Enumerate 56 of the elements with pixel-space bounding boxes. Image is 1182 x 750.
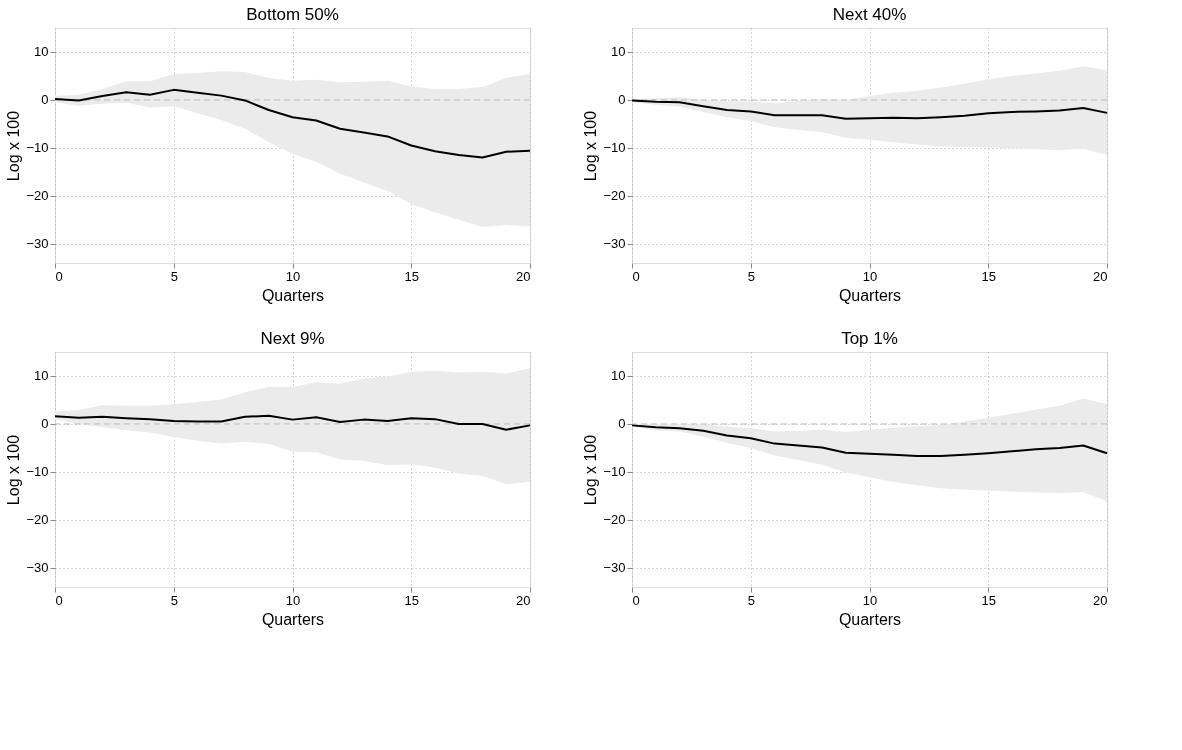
x-axis-title: Quarters [261,610,325,628]
y-tick-label: 10 [34,368,49,384]
y-tick-label: 0 [618,92,626,108]
x-tick-label: 0 [632,268,640,284]
y-axis-title: Log x 100 [582,434,600,506]
x-tick-label: 15 [981,268,996,284]
chart-title: Bottom 50% [246,5,339,24]
x-axis-title: Quarters [838,286,902,304]
y-tick-label: −20 [26,512,49,528]
line-series [54,414,531,431]
y-axis-title: Log x 100 [5,110,23,182]
x-tick-label: 20 [516,592,531,608]
x-tick-label: 15 [404,268,419,284]
y-tick-label: 10 [34,44,49,60]
x-tick-label: 5 [170,592,178,608]
x-tick-label: 0 [632,592,640,608]
x-tick-label: 15 [981,592,996,608]
x-tick-label: 0 [55,268,63,284]
line-series [54,88,531,159]
line-series [631,99,1108,120]
x-tick-label: 5 [747,268,755,284]
x-tick-label: 10 [862,592,878,608]
x-tick-label: 20 [1093,592,1108,608]
y-tick-label: −20 [603,512,626,528]
x-tick-label: 15 [404,592,419,608]
x-axis-title: Quarters [838,610,902,628]
x-tick-label: 5 [170,268,178,284]
line-series [631,424,1108,458]
x-tick-label: 10 [285,268,301,284]
x-tick-label: 20 [516,268,531,284]
x-tick-label: 10 [862,268,878,284]
y-tick-label: 10 [611,368,626,384]
y-tick-label: 0 [618,416,626,432]
y-tick-label: −30 [26,560,49,576]
chart-title: Top 1% [841,329,898,348]
chart-title: Next 9% [260,329,325,348]
y-tick-label: −10 [603,464,626,480]
y-tick-label: −10 [26,140,49,156]
y-tick-label: 10 [611,44,626,60]
y-axis-title: Log x 100 [5,434,23,506]
y-tick-label: −20 [26,188,49,204]
x-tick-label: 5 [747,592,755,608]
x-tick-label: 20 [1093,268,1108,284]
x-axis-title: Quarters [261,286,325,304]
y-tick-label: −10 [603,140,626,156]
x-tick-label: 10 [285,592,301,608]
y-axis-title: Log x 100 [582,110,600,182]
y-tick-label: −10 [26,464,49,480]
y-tick-label: 0 [41,416,49,432]
y-tick-label: −20 [603,188,626,204]
y-tick-label: −30 [603,560,626,576]
y-tick-label: −30 [603,236,626,252]
y-tick-label: −30 [26,236,49,252]
y-tick-label: 0 [41,92,49,108]
x-tick-label: 0 [55,592,63,608]
chart-title: Next 40% [832,5,907,24]
